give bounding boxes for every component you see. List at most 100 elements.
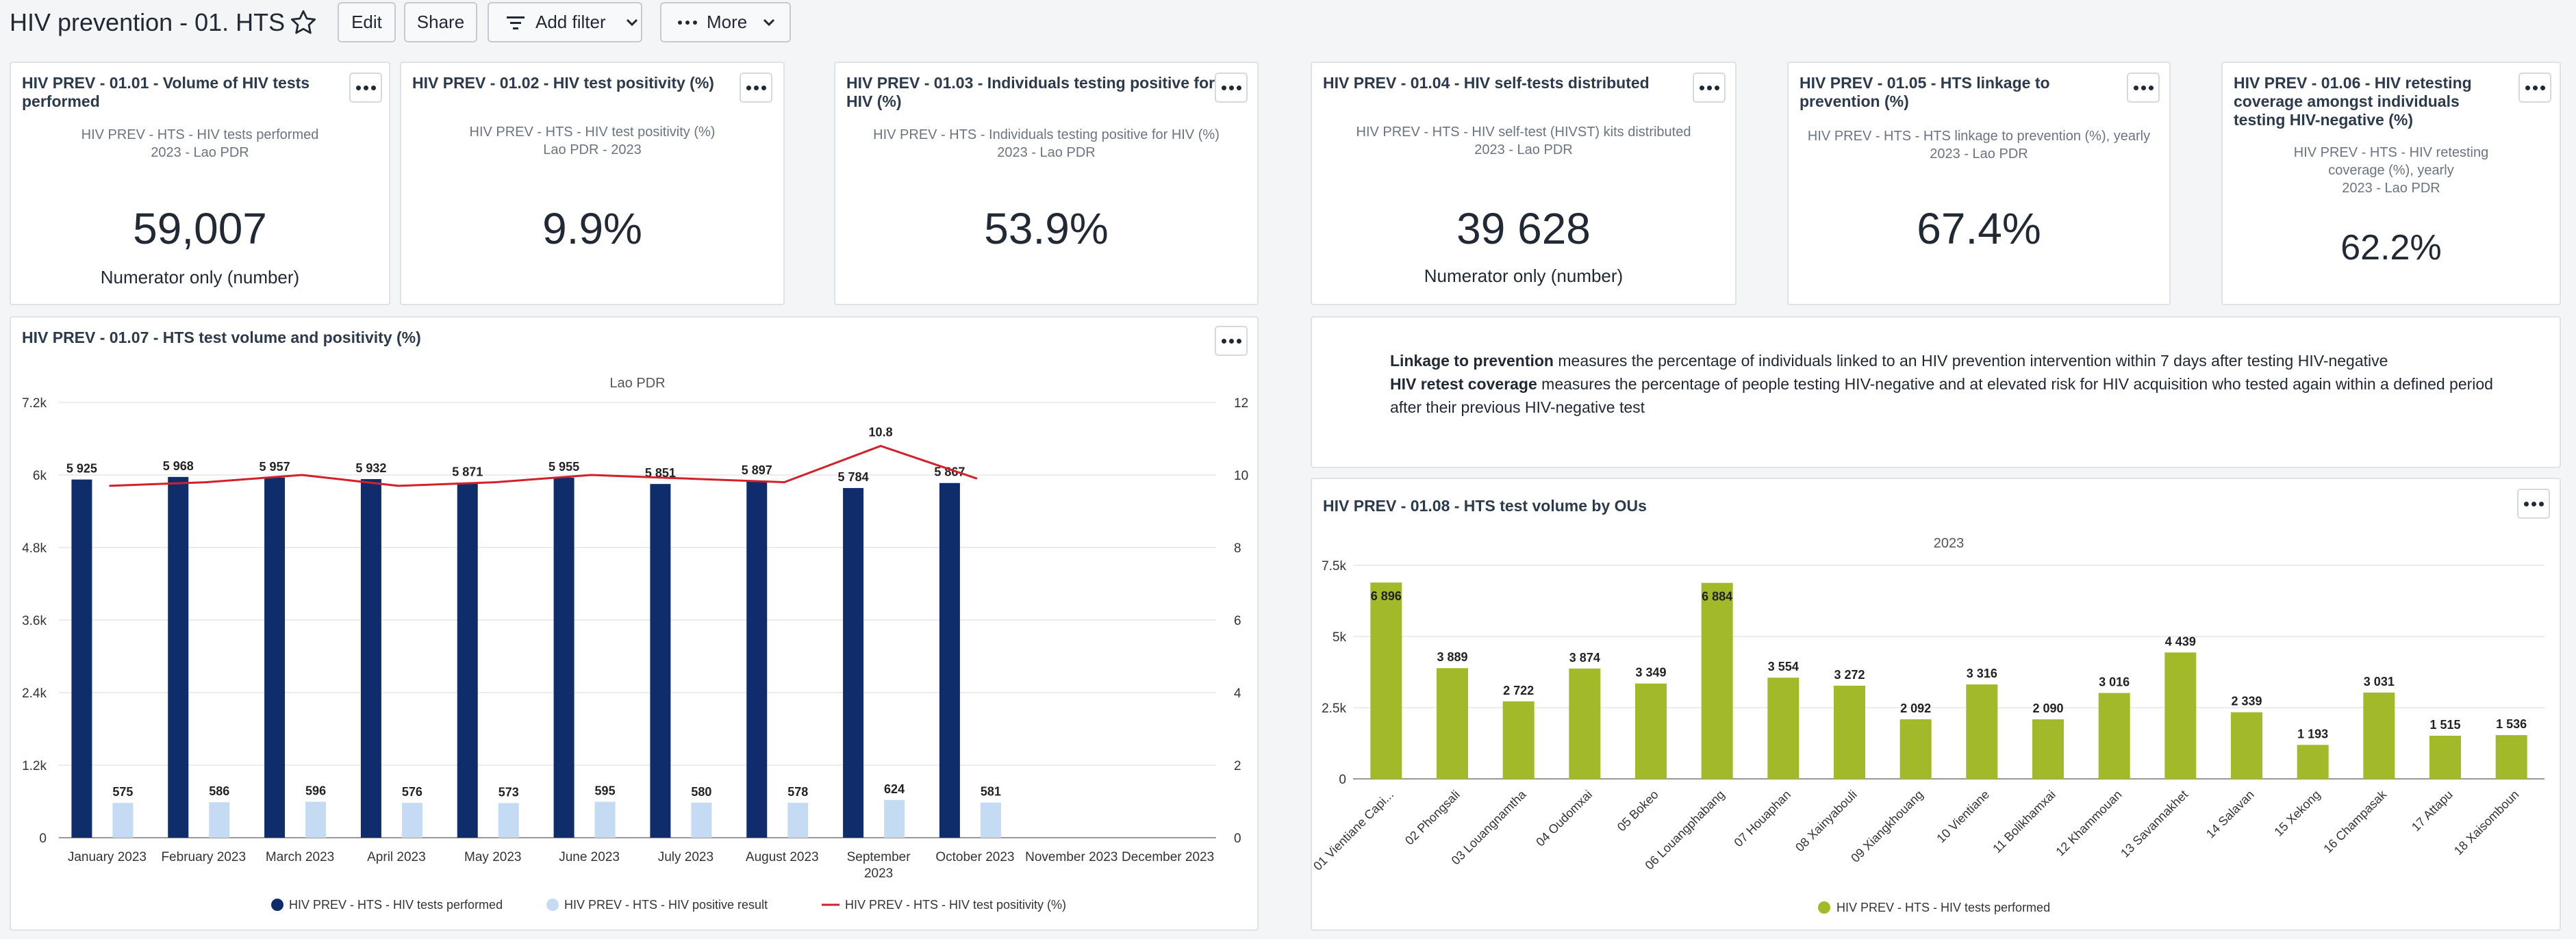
card-title: HIV PREV - 01.04 - HIV self-tests distri…	[1323, 74, 1650, 92]
x-axis-tick-label: 09 Xiangkhouang	[1848, 788, 1925, 865]
data-label: 5 897	[742, 463, 772, 477]
x-axis-tick-label: 07 Houaphan	[1732, 788, 1794, 850]
bar-tests-performed	[2495, 735, 2527, 779]
card-menu-button[interactable]	[740, 73, 772, 103]
data-label: 3 016	[2099, 676, 2130, 689]
dashboard-title: HIV prevention - 01. HTS	[10, 8, 286, 36]
more-button[interactable]: More	[660, 2, 791, 42]
more-label: More	[707, 12, 748, 32]
card-title: HIV PREV - 01.02 - HIV test positivity (…	[412, 74, 714, 92]
data-label: 595	[595, 784, 616, 797]
x-axis-tick-label: 08 Xainyabouli	[1793, 788, 1860, 855]
x-axis-tick-label: 01 Vientiane Capi...	[1312, 788, 1396, 873]
x-axis-tick-label: 2023	[864, 866, 893, 881]
data-label: 2 090	[2032, 702, 2063, 715]
more-dots-icon	[678, 20, 697, 25]
data-label: 10.8	[869, 426, 893, 439]
legend-label: HIV PREV - HTS - HIV tests performed	[289, 898, 503, 912]
chevron-down-icon	[763, 18, 775, 26]
bar-tests-performed	[1569, 668, 1601, 779]
x-axis-tick-label: 11 Bolikhamxai	[1990, 788, 2058, 856]
share-button[interactable]: Share	[404, 2, 477, 42]
x-axis-tick-label: December 2023	[1122, 850, 1214, 864]
bar-positive-result	[305, 801, 327, 838]
kpi-value: 53.9%	[984, 204, 1109, 253]
bar-tests-performed	[71, 479, 92, 838]
x-axis-tick-label: May 2023	[464, 850, 521, 864]
star-icon[interactable]	[289, 8, 318, 37]
data-label: 3 349	[1635, 666, 1666, 680]
data-label: 3 554	[1768, 660, 1799, 673]
bar-tests-performed	[2363, 692, 2395, 779]
card-menu-button[interactable]	[1215, 326, 1248, 356]
bar-positive-result	[112, 803, 134, 838]
bar-positive-result	[401, 803, 422, 838]
kpi-footer: Numerator only (number)	[100, 267, 300, 287]
data-label: 5 867	[934, 465, 965, 479]
x-axis-tick-label: August 2023	[746, 850, 819, 864]
bar-tests-performed	[2164, 652, 2197, 779]
data-label: 5 871	[452, 465, 483, 478]
data-label: 596	[305, 784, 326, 797]
card-period: 2023 - Lao PDR	[1474, 142, 1573, 157]
x-axis-tick-label: 17 Attapu	[2409, 788, 2455, 834]
add-filter-button[interactable]: Add filter	[488, 2, 642, 42]
chart-card-volume-positivity: HIV PREV - 01.07 - HTS test volume and p…	[10, 316, 1259, 931]
bar-positive-result	[691, 802, 712, 838]
volume-positivity-chart: Lao PDR 0 1.2k 2.4k 3.6k 4.8k 6k 7.2k 0 2 4 6 8 10 12 J…	[22, 376, 1248, 912]
card-menu-button[interactable]	[2127, 73, 2160, 103]
kpi-card-individuals-positive: HIV PREV - 01.03 - Individuals testing p…	[834, 62, 1259, 305]
bar-positive-result	[594, 801, 616, 838]
y2-axis-tick-label: 12	[1234, 396, 1248, 411]
card-period: 2023 - Lao PDR	[151, 145, 249, 160]
x-axis-tick-label: February 2023	[161, 850, 246, 864]
x-axis-tick-label: November 2023	[1025, 850, 1117, 864]
data-label: 573	[498, 785, 519, 799]
bar-tests-performed	[2098, 693, 2130, 779]
y-axis-tick-label: 0	[39, 832, 47, 846]
y-axis-tick-label: 7.5k	[1322, 559, 1346, 574]
data-label: 581	[981, 785, 1001, 799]
bar-tests-performed	[843, 488, 864, 838]
card-menu-button[interactable]	[1215, 73, 1248, 103]
card-period: 2023 - Lao PDR	[2342, 181, 2440, 196]
edit-button[interactable]: Edit	[338, 2, 396, 42]
card-menu-button[interactable]	[349, 73, 382, 103]
bar-tests-performed	[1370, 582, 1402, 779]
kpi-value: 9.9%	[542, 204, 642, 253]
x-axis-tick-label: June 2023	[559, 850, 620, 864]
data-label: 576	[402, 785, 422, 799]
card-title: HIV PREV - 01.05 - HTS linkage to preven…	[1800, 74, 2050, 110]
x-axis-tick-label: 15 Xekong	[2271, 788, 2323, 839]
card-period: Lao PDR - 2023	[543, 142, 642, 157]
data-label: 2 092	[1900, 702, 1931, 715]
kpi-value: 59,007	[133, 204, 267, 253]
data-label: 2 722	[1503, 684, 1534, 697]
y-axis-tick-label: 6k	[33, 469, 47, 483]
x-axis-tick-label: September	[847, 850, 911, 864]
bar-tests-performed	[2231, 712, 2262, 779]
data-label: 4 439	[2165, 634, 2196, 648]
card-menu-button[interactable]	[2518, 73, 2551, 103]
kpi-card-test-positivity: HIV PREV - 01.02 - HIV test positivity (…	[400, 62, 785, 305]
card-menu-button[interactable]	[1693, 73, 1726, 103]
data-label: 3 316	[1967, 667, 1997, 680]
data-label: 1 536	[2496, 717, 2527, 731]
bar-positive-result	[209, 802, 230, 838]
bar-positive-result	[980, 802, 1001, 838]
card-menu-button[interactable]	[2517, 489, 2550, 519]
data-label: 575	[112, 785, 133, 799]
x-axis-tick-label: July 2023	[658, 850, 714, 864]
card-subtitle: HIV PREV - HTS - HIV tests performed	[81, 127, 319, 142]
bar-tests-performed	[1966, 684, 1998, 779]
kpi-value: 62.2%	[2340, 228, 2442, 268]
data-label: 586	[209, 784, 229, 798]
kpi-card-self-tests: HIV PREV - 01.04 - HIV self-tests distri…	[1311, 62, 1737, 305]
kpi-value: 39 628	[1456, 204, 1591, 253]
y2-axis-tick-label: 2	[1234, 759, 1241, 773]
y-axis-tick-label: 4.8k	[22, 541, 47, 556]
card-title: HIV PREV - 01.03 - Individuals testing p…	[846, 74, 1215, 110]
card-subtitle: HIV PREV - HTS - Individuals testing pos…	[873, 127, 1220, 142]
data-label: 5 955	[548, 460, 579, 474]
bar-tests-performed	[457, 483, 478, 838]
